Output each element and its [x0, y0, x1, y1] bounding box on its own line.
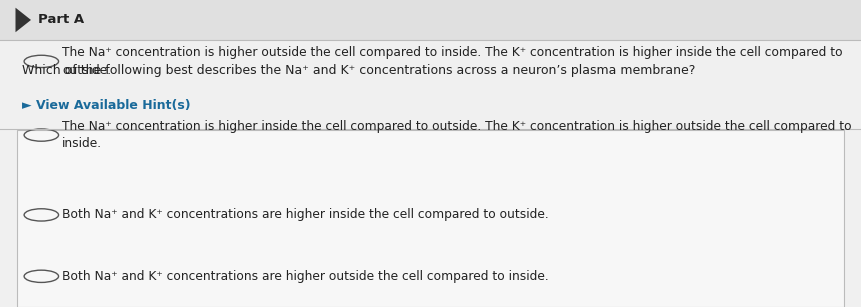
Text: Part A: Part A — [38, 14, 84, 26]
Text: ► View Available Hint(s): ► View Available Hint(s) — [22, 99, 190, 112]
FancyBboxPatch shape — [0, 0, 861, 40]
Text: Which of the following best describes the Na⁺ and K⁺ concentrations across a neu: Which of the following best describes th… — [22, 64, 695, 77]
Text: Both Na⁺ and K⁺ concentrations are higher inside the cell compared to outside.: Both Na⁺ and K⁺ concentrations are highe… — [62, 208, 548, 221]
Text: The Na⁺ concentration is higher outside the cell compared to inside. The K⁺ conc: The Na⁺ concentration is higher outside … — [62, 46, 843, 77]
Text: The Na⁺ concentration is higher inside the cell compared to outside. The K⁺ conc: The Na⁺ concentration is higher inside t… — [62, 120, 852, 150]
Polygon shape — [15, 8, 31, 32]
Text: Both Na⁺ and K⁺ concentrations are higher outside the cell compared to inside.: Both Na⁺ and K⁺ concentrations are highe… — [62, 270, 548, 283]
FancyBboxPatch shape — [17, 130, 844, 307]
